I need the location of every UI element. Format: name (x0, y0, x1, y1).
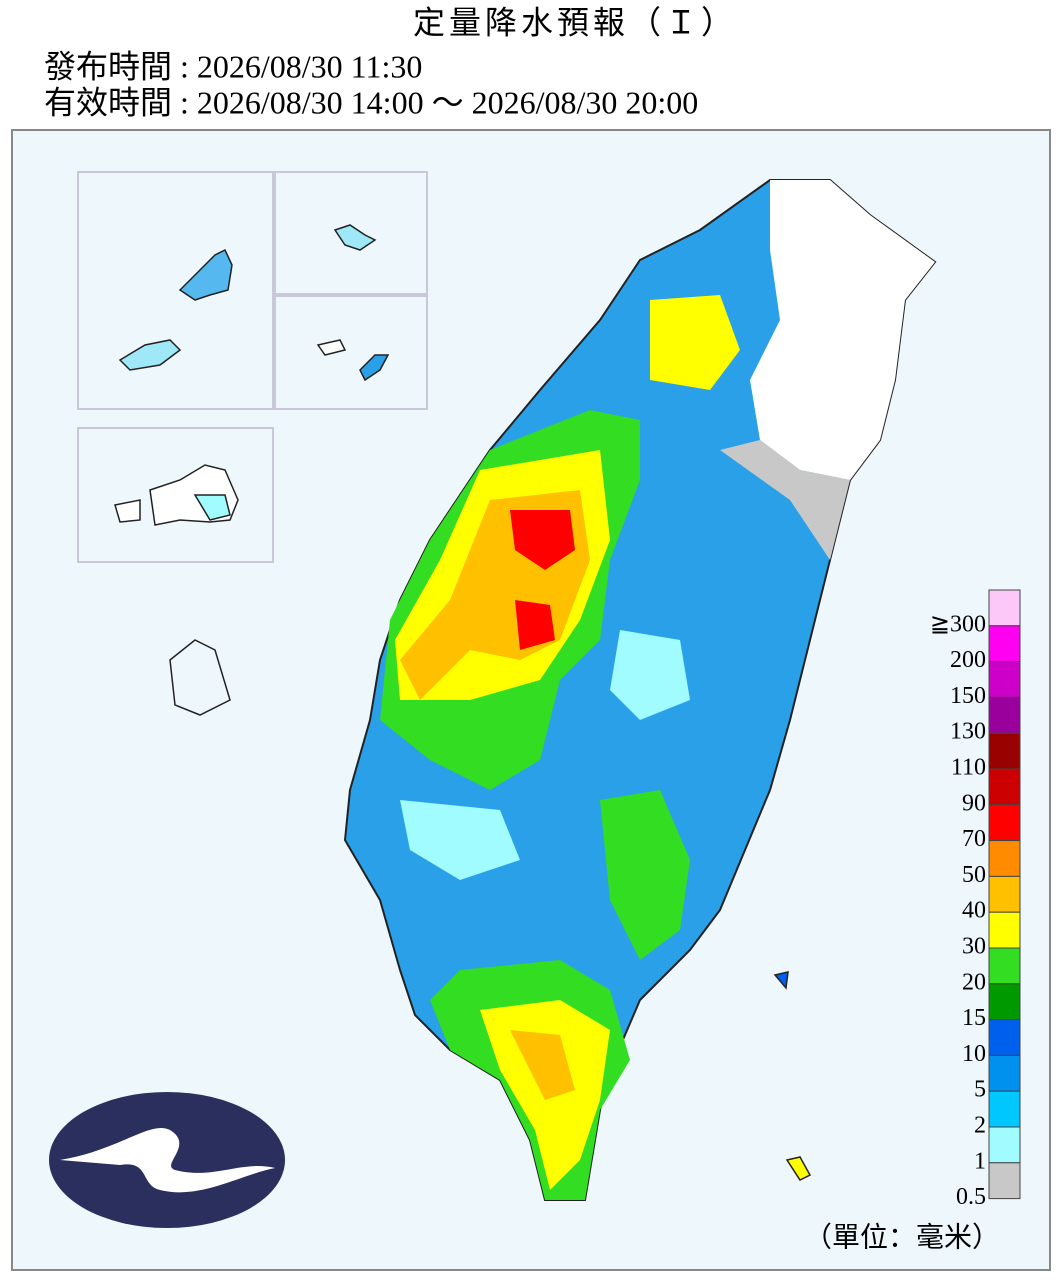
legend-swatch (988, 983, 1021, 1021)
legend-swatch (988, 589, 1021, 627)
legend-label: 150 (950, 683, 986, 709)
legend-swatch (988, 1054, 1021, 1092)
legend-swatch (988, 661, 1021, 698)
valid-time: 有效時間 : 2026/08/30 14:00 ～ 2026/08/30 20:… (44, 84, 698, 120)
legend-label: 2 (974, 1113, 986, 1139)
legend-swatch (988, 1090, 1021, 1128)
legend-label: 15 (962, 1005, 986, 1031)
inset-frames (77, 171, 428, 563)
legend-label: 200 (950, 647, 986, 673)
legend-label: 70 (962, 826, 986, 852)
legend-swatch (988, 732, 1021, 770)
legend-swatch (988, 875, 1021, 913)
legend-swatch (988, 625, 1021, 663)
legend-label: 20 (962, 969, 986, 995)
legend-label: 0.5 (956, 1184, 986, 1210)
legend: ≧300 200 150 130 110 90 70 50 40 30 20 15 10 5 2 1 0.5 (930, 589, 1021, 1210)
legend-swatch (988, 1162, 1021, 1200)
unit-label: （單位：毫米） (804, 1221, 1000, 1253)
legend-label: 30 (962, 934, 986, 960)
taiwan-main (343, 179, 937, 1201)
legend-swatch (988, 1126, 1021, 1164)
legend-swatch (988, 947, 1021, 985)
legend-swatch (988, 911, 1021, 949)
legend-label: 110 (951, 755, 986, 781)
islands (114, 224, 812, 1181)
legend-swatch (988, 840, 1021, 877)
legend-label: 50 (962, 862, 986, 888)
legend-label: 1 (974, 1148, 986, 1174)
legend-swatch (988, 696, 1021, 734)
legend-swatch (988, 1019, 1021, 1056)
legend-label: 90 (962, 790, 986, 816)
legend-label: 5 (974, 1077, 986, 1103)
legend-label: 130 (950, 719, 986, 745)
issued-time: 發布時間 : 2026/08/30 11:30 (44, 48, 422, 84)
logo (49, 1092, 285, 1228)
legend-label: 10 (962, 1041, 986, 1067)
title: 定量降水預報（Ｉ） (413, 4, 737, 40)
legend-swatch (988, 768, 1021, 806)
legend-swatch (988, 804, 1021, 842)
legend-label: 40 (962, 898, 986, 924)
legend-label: ≧300 (930, 611, 986, 637)
